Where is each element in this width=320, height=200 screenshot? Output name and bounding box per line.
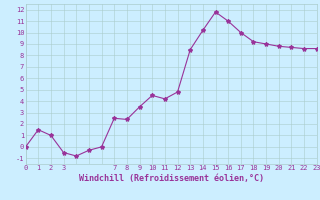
X-axis label: Windchill (Refroidissement éolien,°C): Windchill (Refroidissement éolien,°C) xyxy=(79,174,264,183)
